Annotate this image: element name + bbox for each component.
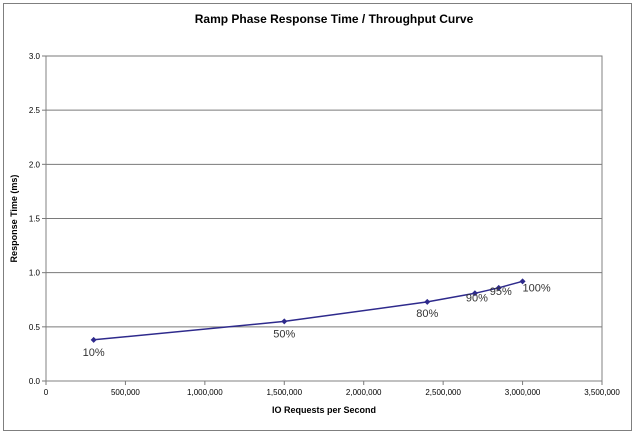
x-tick-label: 1,500,000 [266, 388, 302, 397]
data-labels: 10% 50% 80% 90%95% 100% [83, 282, 551, 359]
y-tick-label: 0.5 [29, 323, 41, 332]
y-tick-label: 2.5 [29, 106, 41, 115]
x-tick-label: 3,500,000 [584, 388, 620, 397]
data-point-label: 95% [490, 286, 512, 298]
data-point-marker [495, 284, 502, 291]
gridlines [46, 55, 602, 328]
x-tick-label: 500,000 [111, 388, 140, 397]
data-markers [90, 278, 526, 343]
data-point-label: 80% [416, 308, 438, 320]
data-point-marker [90, 336, 97, 343]
y-tick-label: 1.0 [29, 269, 41, 278]
y-tick-label: 0.0 [29, 377, 41, 386]
x-tick-label: 2,000,000 [346, 388, 382, 397]
data-point-marker [471, 290, 478, 297]
y-tick-label: 3.0 [29, 52, 41, 61]
y-tick-label: 2.0 [29, 160, 41, 169]
data-point-label: 90% [466, 292, 488, 304]
data-point-marker [424, 298, 431, 305]
x-tick-label: 3,000,000 [505, 388, 541, 397]
y-axis: 0.0 0.5 1.0 1.5 2.0 2.5 3.0 [29, 52, 46, 386]
x-axis-title: IO Requests per Second [272, 405, 376, 415]
series-line [93, 280, 523, 341]
x-axis: 0 500,000 1,000,000 1,500,000 2,000,000 2,500… [44, 381, 620, 397]
data-point-label: 50% [273, 328, 295, 340]
data-point-marker [281, 318, 288, 325]
y-axis-title: Response Time (ms) [9, 175, 19, 263]
chart-svg: Ramp Phase Response Time / Throughput Cu… [9, 12, 620, 415]
data-point-label: 100% [523, 282, 551, 294]
x-tick-label: 0 [44, 388, 49, 397]
x-tick-label: 1,000,000 [187, 388, 223, 397]
data-point-marker [519, 278, 526, 285]
data-point-label: 10% [83, 347, 105, 359]
chart-frame: Ramp Phase Response Time / Throughput Cu… [3, 3, 632, 431]
chart-title: Ramp Phase Response Time / Throughput Cu… [195, 12, 474, 26]
x-tick-label: 2,500,000 [425, 388, 461, 397]
y-tick-label: 1.5 [29, 215, 41, 224]
